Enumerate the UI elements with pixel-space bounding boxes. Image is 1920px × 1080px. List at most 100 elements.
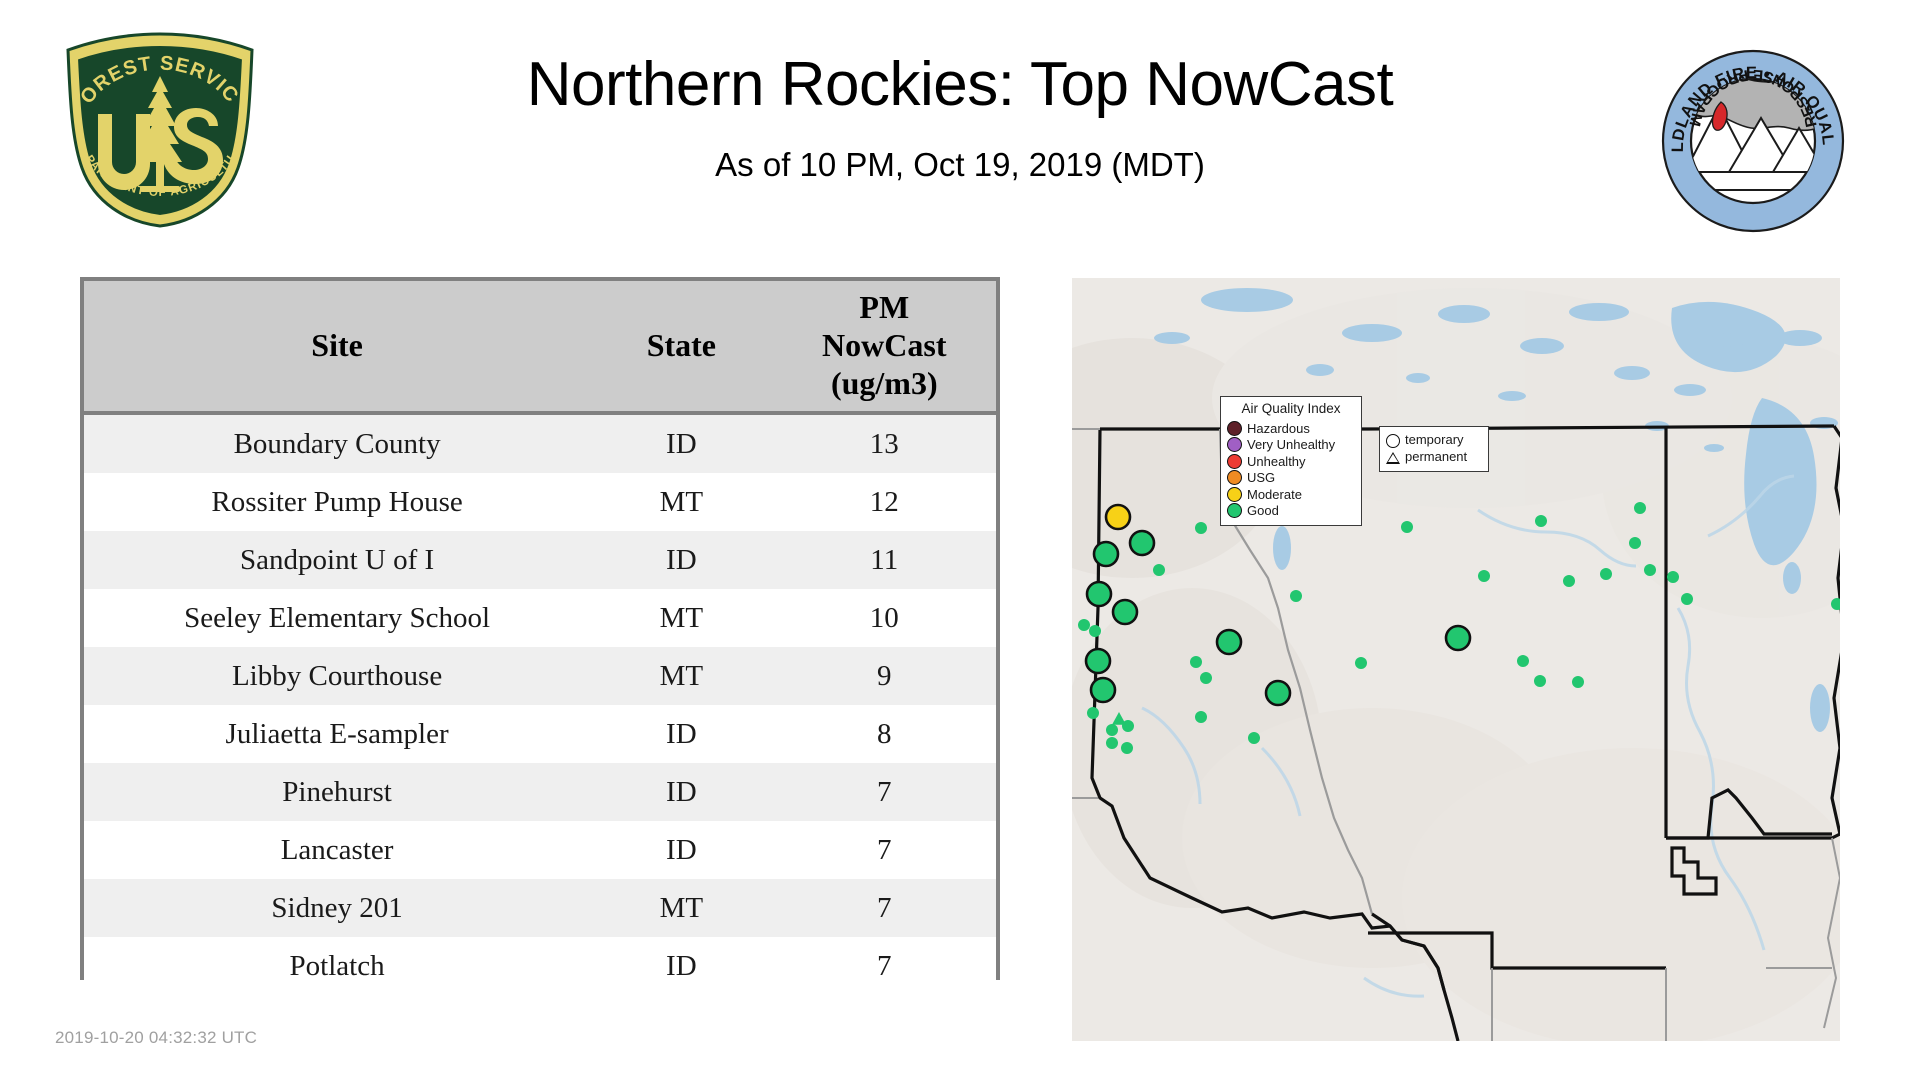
aqi-legend-row: Good: [1227, 502, 1355, 519]
monitor-marker[interactable]: [1831, 598, 1840, 610]
aqi-legend-title: Air Quality Index: [1241, 401, 1341, 416]
table-cell-site: Sandpoint U of I: [84, 531, 591, 589]
table-cell-pm-nowcast: 12: [772, 473, 996, 531]
monitor-marker[interactable]: [1600, 568, 1612, 580]
monitor-marker[interactable]: [1089, 625, 1101, 637]
monitor-marker[interactable]: [1629, 537, 1641, 549]
table-row[interactable]: Juliaetta E-sampler ID 8: [84, 705, 996, 763]
monitor-marker[interactable]: [1563, 575, 1575, 587]
site-type-permanent-label: permanent: [1405, 449, 1468, 465]
column-header-site-label: Site: [311, 327, 363, 364]
aqi-legend-row: Unhealthy: [1227, 453, 1355, 470]
top-site-monitor-marker[interactable]: [1092, 540, 1120, 568]
table-cell-site: Sidney 201: [84, 879, 591, 937]
table-cell-site: Seeley Elementary School: [84, 589, 591, 647]
aqi-legend-swatch-icon: [1227, 437, 1242, 453]
aqi-legend-row: Moderate: [1227, 486, 1355, 503]
aqi-legend-label: Good: [1247, 503, 1279, 519]
table-header-row: Site State PM NowCast (ug/m3): [84, 281, 996, 415]
air-quality-index-legend: Air Quality Index Hazardous Very Unhealth…: [1220, 396, 1362, 526]
table-cell-site: Libby Courthouse: [84, 647, 591, 705]
monitor-marker[interactable]: [1190, 656, 1202, 668]
top-site-monitor-marker[interactable]: [1089, 676, 1117, 704]
monitor-marker[interactable]: [1195, 522, 1207, 534]
monitor-marker[interactable]: [1121, 742, 1133, 754]
table-cell-state: ID: [590, 413, 773, 473]
top-site-monitor-marker[interactable]: [1444, 624, 1472, 652]
table-cell-state: MT: [590, 879, 773, 937]
top-nowcast-table-container: Site State PM NowCast (ug/m3) Boundary C…: [80, 277, 1000, 995]
table-cell-pm-nowcast: 7: [772, 763, 996, 821]
monitor-marker[interactable]: [1634, 502, 1646, 514]
table-cell-pm-nowcast: 7: [772, 821, 996, 879]
table-cell-state: ID: [590, 763, 773, 821]
map-canvas: [1072, 278, 1840, 1041]
table-row[interactable]: Seeley Elementary School MT 10: [84, 589, 996, 647]
page-title: Northern Rockies: Top NowCast: [526, 50, 1394, 119]
monitor-marker[interactable]: [1106, 724, 1118, 736]
top-site-monitor-marker[interactable]: [1215, 628, 1243, 656]
map-water-features: [1154, 288, 1838, 732]
table-cell-state: MT: [590, 473, 773, 531]
table-cell-state: MT: [590, 647, 773, 705]
monitor-marker[interactable]: [1681, 593, 1693, 605]
table-row[interactable]: Rossiter Pump House MT 12: [84, 473, 996, 531]
column-header-pm-nowcast[interactable]: PM NowCast (ug/m3): [772, 281, 996, 415]
top-site-monitor-marker[interactable]: [1085, 580, 1113, 608]
table-row[interactable]: Potlatch ID 7: [84, 937, 996, 995]
table-row[interactable]: Sandpoint U of I ID 11: [84, 531, 996, 589]
table-cell-site: Pinehurst: [84, 763, 591, 821]
top-nowcast-table: Site State PM NowCast (ug/m3) Boundary C…: [84, 281, 996, 995]
monitor-marker[interactable]: [1355, 657, 1367, 669]
monitor-marker[interactable]: [1644, 564, 1656, 576]
top-site-monitor-marker[interactable]: [1111, 598, 1139, 626]
aqi-legend-items: Hazardous Very Unhealthy Unhealthy USG Moder…: [1227, 420, 1355, 519]
column-header-site[interactable]: Site: [84, 281, 591, 415]
aqi-legend-label: Unhealthy: [1247, 453, 1306, 469]
table-cell-pm-nowcast: 13: [772, 413, 996, 473]
monitor-marker[interactable]: [1667, 571, 1679, 583]
permanent-site-triangle-icon: [1386, 451, 1400, 464]
monitor-marker[interactable]: [1535, 515, 1547, 527]
table-cell-state: ID: [590, 531, 773, 589]
table-cell-pm-nowcast: 7: [772, 937, 996, 995]
map-state-boundaries-major: [1090, 424, 1840, 1041]
monitor-marker[interactable]: [1534, 675, 1546, 687]
top-site-monitor-marker[interactable]: [1264, 679, 1292, 707]
monitor-marker[interactable]: [1195, 711, 1207, 723]
column-header-state[interactable]: State: [590, 281, 773, 415]
table-row[interactable]: Boundary County ID 13: [84, 413, 996, 473]
table-row[interactable]: Libby Courthouse MT 9: [84, 647, 996, 705]
aqi-legend-swatch-icon: [1227, 470, 1242, 486]
monitor-marker[interactable]: [1478, 570, 1490, 582]
monitor-marker[interactable]: [1200, 672, 1212, 684]
permanent-monitor-marker[interactable]: [1112, 712, 1126, 725]
aqi-legend-swatch-icon: [1227, 453, 1242, 469]
top-site-monitor-marker[interactable]: [1128, 529, 1156, 557]
table-cell-state: MT: [590, 589, 773, 647]
monitor-marker[interactable]: [1572, 676, 1584, 688]
table-cell-site: Rossiter Pump House: [84, 473, 591, 531]
table-cell-pm-nowcast: 9: [772, 647, 996, 705]
top-site-monitor-marker[interactable]: [1104, 503, 1132, 531]
site-type-temporary-label: temporary: [1405, 432, 1464, 448]
monitor-marker[interactable]: [1290, 590, 1302, 602]
air-quality-monitor-map[interactable]: Air Quality Index Hazardous Very Unhealth…: [1072, 278, 1840, 1041]
aqi-legend-row: USG: [1227, 469, 1355, 486]
aqi-legend-row: Hazardous: [1227, 420, 1355, 437]
page-subtitle: As of 10 PM, Oct 19, 2019 (MDT): [715, 146, 1205, 184]
monitor-marker[interactable]: [1153, 564, 1165, 576]
monitor-marker[interactable]: [1401, 521, 1413, 533]
monitor-marker[interactable]: [1517, 655, 1529, 667]
table-row[interactable]: Pinehurst ID 7: [84, 763, 996, 821]
table-row[interactable]: Lancaster ID 7: [84, 821, 996, 879]
table-row[interactable]: Sidney 201 MT 7: [84, 879, 996, 937]
page-header: FOREST SERVICE DEPARTMENT OF AGRICULTURE…: [0, 0, 1920, 262]
table-cell-pm-nowcast: 7: [772, 879, 996, 937]
monitor-marker[interactable]: [1078, 619, 1090, 631]
monitor-marker[interactable]: [1248, 732, 1260, 744]
table-cell-site: Juliaetta E-sampler: [84, 705, 591, 763]
monitor-marker[interactable]: [1106, 737, 1118, 749]
top-site-monitor-marker[interactable]: [1084, 647, 1112, 675]
monitor-marker[interactable]: [1087, 707, 1099, 719]
